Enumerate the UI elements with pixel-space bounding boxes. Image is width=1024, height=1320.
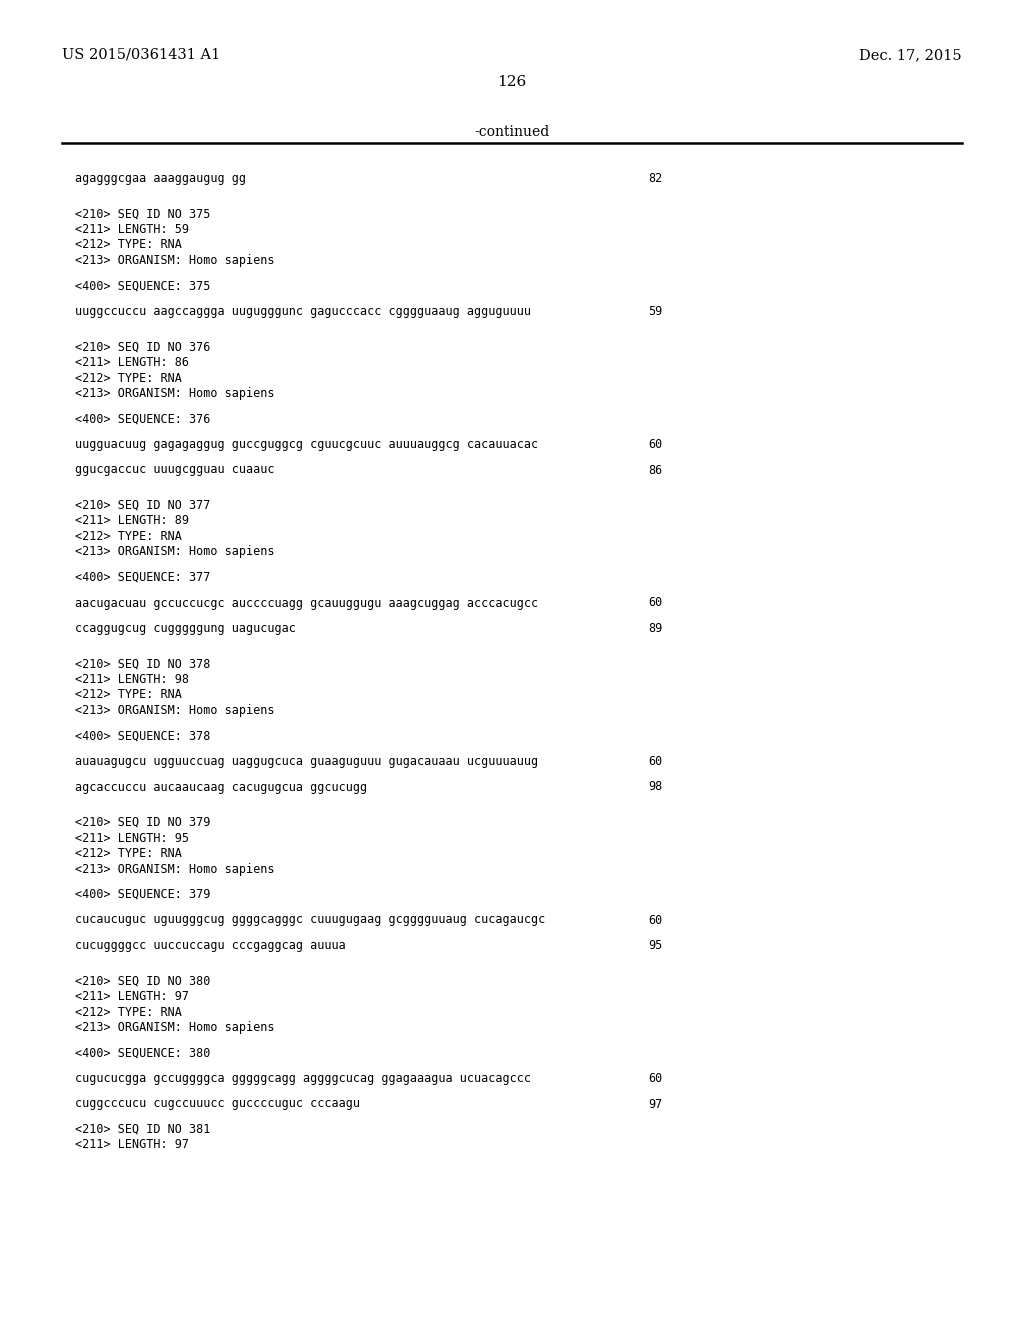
Text: <212> TYPE: RNA: <212> TYPE: RNA	[75, 1006, 182, 1019]
Text: 60: 60	[648, 597, 663, 610]
Text: <212> TYPE: RNA: <212> TYPE: RNA	[75, 371, 182, 384]
Text: <210> SEQ ID NO 381: <210> SEQ ID NO 381	[75, 1123, 210, 1137]
Text: <213> ORGANISM: Homo sapiens: <213> ORGANISM: Homo sapiens	[75, 704, 274, 717]
Text: <212> TYPE: RNA: <212> TYPE: RNA	[75, 239, 182, 252]
Text: <210> SEQ ID NO 376: <210> SEQ ID NO 376	[75, 341, 210, 354]
Text: <213> ORGANISM: Homo sapiens: <213> ORGANISM: Homo sapiens	[75, 387, 274, 400]
Text: 60: 60	[648, 755, 663, 768]
Text: <210> SEQ ID NO 379: <210> SEQ ID NO 379	[75, 816, 210, 829]
Text: <211> LENGTH: 95: <211> LENGTH: 95	[75, 832, 189, 845]
Text: <210> SEQ ID NO 377: <210> SEQ ID NO 377	[75, 499, 210, 512]
Text: cucuggggcc uuccuccagu cccgaggcag auuua: cucuggggcc uuccuccagu cccgaggcag auuua	[75, 939, 346, 952]
Text: 60: 60	[648, 1072, 663, 1085]
Text: auauagugcu ugguuccuag uaggugcuca guaaguguuu gugacauaau ucguuuauug: auauagugcu ugguuccuag uaggugcuca guaagug…	[75, 755, 539, 768]
Text: cuggcccucu cugccuuucc guccccuguc cccaagu: cuggcccucu cugccuuucc guccccuguc cccaagu	[75, 1097, 360, 1110]
Text: <211> LENGTH: 59: <211> LENGTH: 59	[75, 223, 189, 236]
Text: 98: 98	[648, 780, 663, 793]
Text: ggucgaccuc uuugcgguau cuaauc: ggucgaccuc uuugcgguau cuaauc	[75, 463, 274, 477]
Text: <400> SEQUENCE: 376: <400> SEQUENCE: 376	[75, 412, 210, 425]
Text: 126: 126	[498, 75, 526, 88]
Text: <400> SEQUENCE: 378: <400> SEQUENCE: 378	[75, 730, 210, 742]
Text: <211> LENGTH: 97: <211> LENGTH: 97	[75, 990, 189, 1003]
Text: <211> LENGTH: 86: <211> LENGTH: 86	[75, 356, 189, 370]
Text: 60: 60	[648, 438, 663, 451]
Text: <210> SEQ ID NO 380: <210> SEQ ID NO 380	[75, 974, 210, 987]
Text: US 2015/0361431 A1: US 2015/0361431 A1	[62, 48, 220, 62]
Text: cugucucgga gccuggggca gggggcagg aggggcucag ggagaaagua ucuacagccc: cugucucgga gccuggggca gggggcagg aggggcuc…	[75, 1072, 531, 1085]
Text: cucaucuguc uguugggcug ggggcagggc cuuugugaag gcgggguuaug cucagaucgc: cucaucuguc uguugggcug ggggcagggc cuuugug…	[75, 913, 545, 927]
Text: <400> SEQUENCE: 380: <400> SEQUENCE: 380	[75, 1047, 210, 1060]
Text: <212> TYPE: RNA: <212> TYPE: RNA	[75, 689, 182, 701]
Text: uugguacuug gagagaggug guccguggcg cguucgcuuc auuuauggcg cacauuacac: uugguacuug gagagaggug guccguggcg cguucgc…	[75, 438, 539, 451]
Text: Dec. 17, 2015: Dec. 17, 2015	[859, 48, 962, 62]
Text: 86: 86	[648, 463, 663, 477]
Text: 59: 59	[648, 305, 663, 318]
Text: 95: 95	[648, 939, 663, 952]
Text: <212> TYPE: RNA: <212> TYPE: RNA	[75, 847, 182, 861]
Text: agagggcgaa aaaggaugug gg: agagggcgaa aaaggaugug gg	[75, 172, 246, 185]
Text: <400> SEQUENCE: 379: <400> SEQUENCE: 379	[75, 888, 210, 902]
Text: uuggccuccu aagccaggga uugugggunc gagucccacc cgggguaaug agguguuuu: uuggccuccu aagccaggga uugugggunc gaguccc…	[75, 305, 531, 318]
Text: <213> ORGANISM: Homo sapiens: <213> ORGANISM: Homo sapiens	[75, 253, 274, 267]
Text: <210> SEQ ID NO 378: <210> SEQ ID NO 378	[75, 657, 210, 671]
Text: ccaggugcug cugggggung uagucugac: ccaggugcug cugggggung uagucugac	[75, 622, 296, 635]
Text: 97: 97	[648, 1097, 663, 1110]
Text: -continued: -continued	[474, 125, 550, 139]
Text: <213> ORGANISM: Homo sapiens: <213> ORGANISM: Homo sapiens	[75, 545, 274, 558]
Text: <211> LENGTH: 97: <211> LENGTH: 97	[75, 1138, 189, 1151]
Text: aacugacuau gccuccucgc auccccuagg gcauuggugu aaagcuggag acccacugcc: aacugacuau gccuccucgc auccccuagg gcauugg…	[75, 597, 539, 610]
Text: 89: 89	[648, 622, 663, 635]
Text: <400> SEQUENCE: 375: <400> SEQUENCE: 375	[75, 280, 210, 293]
Text: <211> LENGTH: 98: <211> LENGTH: 98	[75, 673, 189, 686]
Text: 82: 82	[648, 172, 663, 185]
Text: 60: 60	[648, 913, 663, 927]
Text: <213> ORGANISM: Homo sapiens: <213> ORGANISM: Homo sapiens	[75, 862, 274, 875]
Text: <210> SEQ ID NO 375: <210> SEQ ID NO 375	[75, 207, 210, 220]
Text: <211> LENGTH: 89: <211> LENGTH: 89	[75, 515, 189, 528]
Text: agcaccuccu aucaaucaag cacugugcua ggcucugg: agcaccuccu aucaaucaag cacugugcua ggcucug…	[75, 780, 368, 793]
Text: <213> ORGANISM: Homo sapiens: <213> ORGANISM: Homo sapiens	[75, 1020, 274, 1034]
Text: <400> SEQUENCE: 377: <400> SEQUENCE: 377	[75, 572, 210, 583]
Text: <212> TYPE: RNA: <212> TYPE: RNA	[75, 531, 182, 543]
